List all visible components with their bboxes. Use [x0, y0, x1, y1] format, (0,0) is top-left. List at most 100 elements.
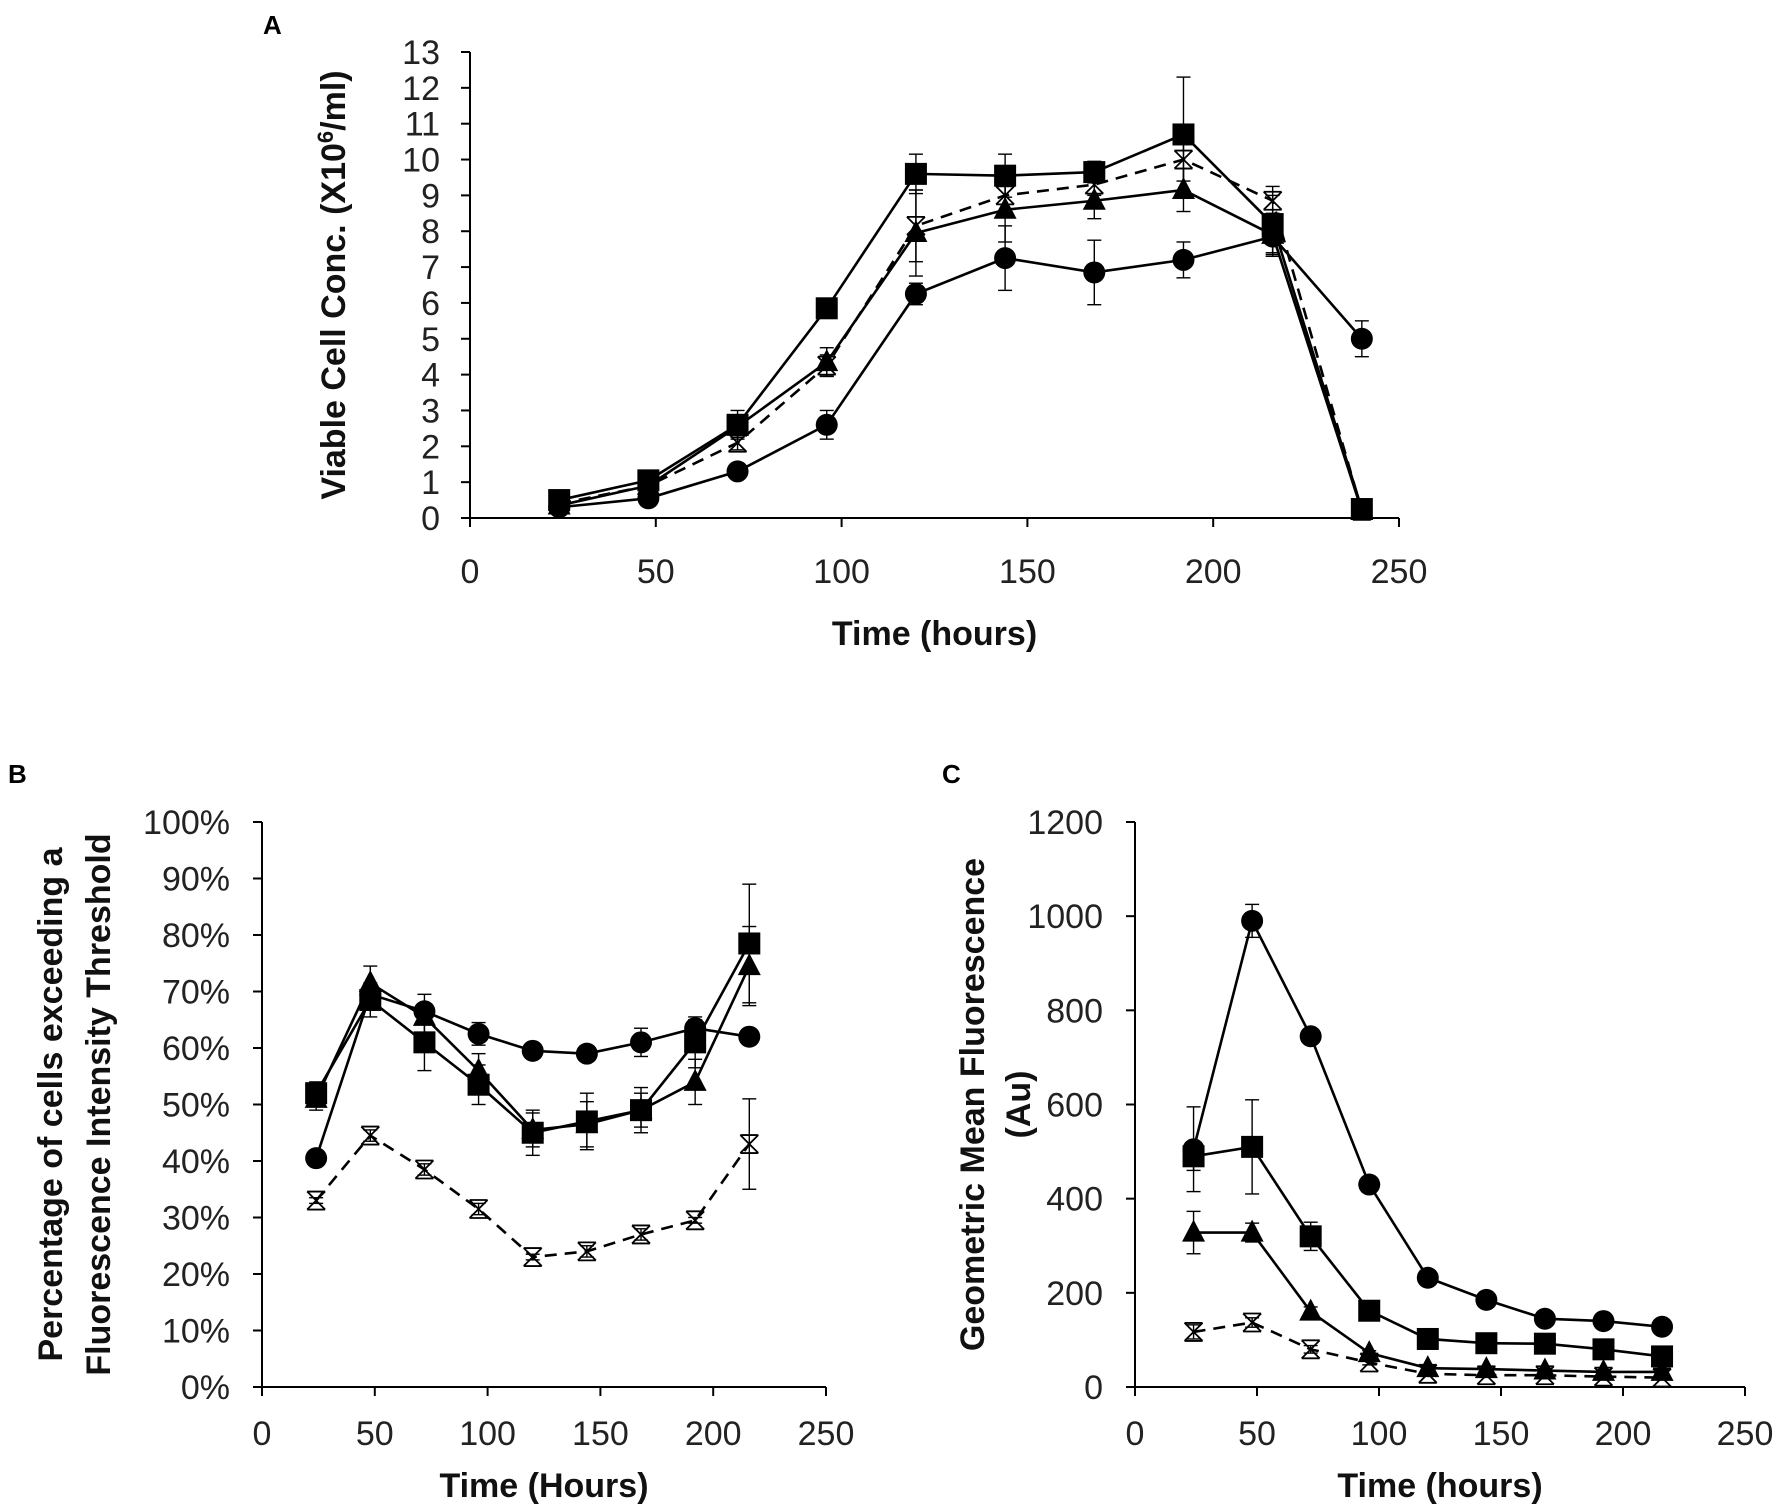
data-point-cross	[1183, 1322, 1204, 1342]
y-tick-label: 600	[1046, 1087, 1103, 1125]
y-tick-label: 800	[1046, 992, 1103, 1030]
x-tick-label: 50	[1238, 1415, 1276, 1453]
data-point-cross	[1535, 1365, 1555, 1386]
chart-panel-c: 0 50 100 150 200 250 0 200 400 600 800 1000 1200 Time…	[954, 804, 1773, 1505]
x-tick-label: 250	[1371, 553, 1428, 591]
data-point-circle	[1592, 1310, 1615, 1333]
y-axis-title-line2: Fluorescence Intensity Threshold	[80, 833, 118, 1375]
data-point-circle	[1350, 327, 1373, 350]
data-point-cross	[1173, 149, 1194, 170]
x-tick-label: 200	[685, 1415, 742, 1453]
data-point-triangle	[1182, 1219, 1206, 1242]
series-cross	[306, 1098, 759, 1267]
data-point-square	[1651, 1345, 1674, 1368]
x-tick-label: 100	[1351, 1415, 1408, 1453]
data-point-square	[1358, 1299, 1381, 1322]
y-tick-label: 1000	[1027, 898, 1103, 936]
data-point-cross	[739, 1134, 759, 1154]
data-point-triangle	[358, 970, 382, 993]
data-point-circle	[815, 413, 838, 436]
data-point-cross	[414, 1159, 435, 1180]
data-point-triangle	[467, 1057, 491, 1080]
data-point-triangle	[737, 953, 761, 976]
data-point-circle	[467, 1022, 490, 1045]
y-tick-label: 6	[421, 285, 440, 323]
data-point-square	[413, 1031, 436, 1054]
data-point-circle	[994, 247, 1017, 270]
x-tick-label: 150	[1473, 1415, 1530, 1453]
y-tick-label: 3	[421, 392, 440, 430]
data-point-circle	[1241, 909, 1264, 932]
series-line-square	[558, 132, 1364, 510]
data-point-cross	[577, 1241, 597, 1262]
y-tick-label: 40%	[162, 1143, 230, 1181]
y-axis-title-part: Viable Cell Conc. (X10	[315, 143, 353, 500]
y-tick-label: 8	[421, 213, 440, 251]
data-point-circle	[630, 1031, 653, 1054]
data-point-cross	[1352, 500, 1372, 521]
y-tick-label: 30%	[162, 1200, 230, 1238]
y-tick-label: 10	[402, 142, 440, 180]
y-tick-label: 12	[402, 70, 440, 108]
data-point-square	[994, 164, 1017, 187]
y-axis-title-line1: Geometric Mean Fluorescence	[954, 858, 992, 1351]
data-point-cross	[1263, 190, 1283, 211]
series-circle	[1182, 903, 1674, 1338]
data-point-square	[684, 1031, 707, 1054]
x-axis-title: Time (hours)	[832, 615, 1037, 653]
data-point-square	[1172, 123, 1195, 146]
data-point-cross	[817, 355, 837, 376]
data-point-cross	[1593, 1366, 1614, 1387]
x-tick-label: 250	[798, 1415, 855, 1453]
y-axis-title-superscript: 6	[313, 131, 338, 143]
data-point-circle	[1651, 1315, 1674, 1338]
data-point-circle	[904, 282, 927, 305]
y-tick-label: 0	[1084, 1369, 1103, 1407]
data-point-circle	[1533, 1307, 1556, 1330]
data-point-circle	[1416, 1266, 1439, 1289]
y-tick-label: 10%	[162, 1313, 230, 1351]
data-point-cross	[523, 1247, 543, 1267]
panel-label-c: C	[942, 759, 961, 789]
x-tick-label: 0	[253, 1415, 272, 1453]
data-point-circle	[1299, 1025, 1322, 1048]
y-axis-title-line2: (Au)	[1000, 1071, 1038, 1139]
y-tick-label: 0%	[181, 1369, 230, 1407]
data-point-triangle	[629, 1097, 653, 1120]
data-point-square	[904, 162, 927, 185]
data-point-triangle	[521, 1116, 545, 1139]
y-tick-label: 20%	[162, 1256, 230, 1294]
y-tick-label: 60%	[162, 1030, 230, 1068]
y-tick-label: 5	[421, 321, 440, 359]
series-line-circle	[1192, 917, 1663, 1329]
data-point-cross	[1652, 1367, 1672, 1388]
x-tick-label: 250	[1717, 1415, 1774, 1453]
data-point-triangle	[1299, 1298, 1323, 1321]
y-tick-label: 90%	[162, 861, 230, 899]
data-point-triangle	[1171, 177, 1195, 200]
data-point-square	[1083, 161, 1106, 184]
data-point-triangle	[1240, 1219, 1264, 1242]
series-cross	[1183, 1312, 1672, 1388]
data-point-cross	[995, 185, 1015, 206]
x-tick-label: 200	[1595, 1415, 1652, 1453]
data-point-cross	[1301, 1339, 1321, 1360]
y-tick-label: 0	[421, 500, 440, 538]
y-axis-title-line1: Percentage of cells exceeding a	[32, 846, 70, 1361]
y-tick-label: 4	[421, 357, 440, 395]
y-tick-label: 13	[402, 34, 440, 72]
data-point-triangle	[1261, 221, 1285, 244]
series-line-triangle	[558, 188, 1364, 512]
data-point-triangle	[412, 1003, 436, 1026]
x-tick-label: 200	[1185, 553, 1242, 591]
y-tick-label: 400	[1046, 1181, 1103, 1219]
data-point-cross	[906, 215, 926, 236]
data-point-circle	[521, 1039, 544, 1062]
data-point-triangle	[726, 413, 750, 436]
series-circle	[548, 217, 1373, 519]
data-point-circle	[575, 1042, 598, 1065]
data-point-cross	[685, 1210, 705, 1231]
series-line-cross	[558, 158, 1364, 512]
data-point-triangle	[1357, 1340, 1381, 1363]
